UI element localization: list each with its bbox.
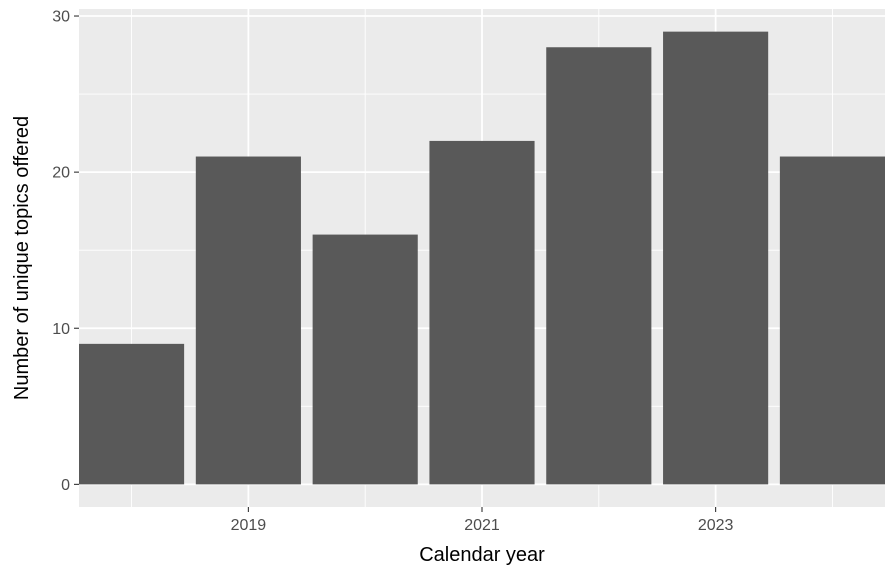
x-tick-label: 2021 <box>464 517 500 534</box>
y-tick-label: 10 <box>52 321 70 338</box>
bar-2020 <box>312 234 418 485</box>
y-tick-label: 30 <box>52 9 70 26</box>
bar-2019 <box>195 156 301 485</box>
y-axis-title: Number of unique topics offered <box>11 116 33 400</box>
bar-2024 <box>779 156 885 485</box>
x-axis-title: Calendar year <box>419 544 545 566</box>
x-tick-label: 2019 <box>231 517 267 534</box>
bar-2023 <box>663 31 769 485</box>
x-axis: 2019 2021 2023 <box>231 507 734 534</box>
y-tick-label: 20 <box>52 165 70 182</box>
bars <box>79 31 885 485</box>
bar-2018 <box>79 343 185 485</box>
bar-2021 <box>429 140 535 485</box>
x-tick-label: 2023 <box>698 517 734 534</box>
y-axis: 0 10 20 30 <box>52 9 79 494</box>
bar-2022 <box>546 47 652 485</box>
y-tick-label: 0 <box>61 477 70 494</box>
